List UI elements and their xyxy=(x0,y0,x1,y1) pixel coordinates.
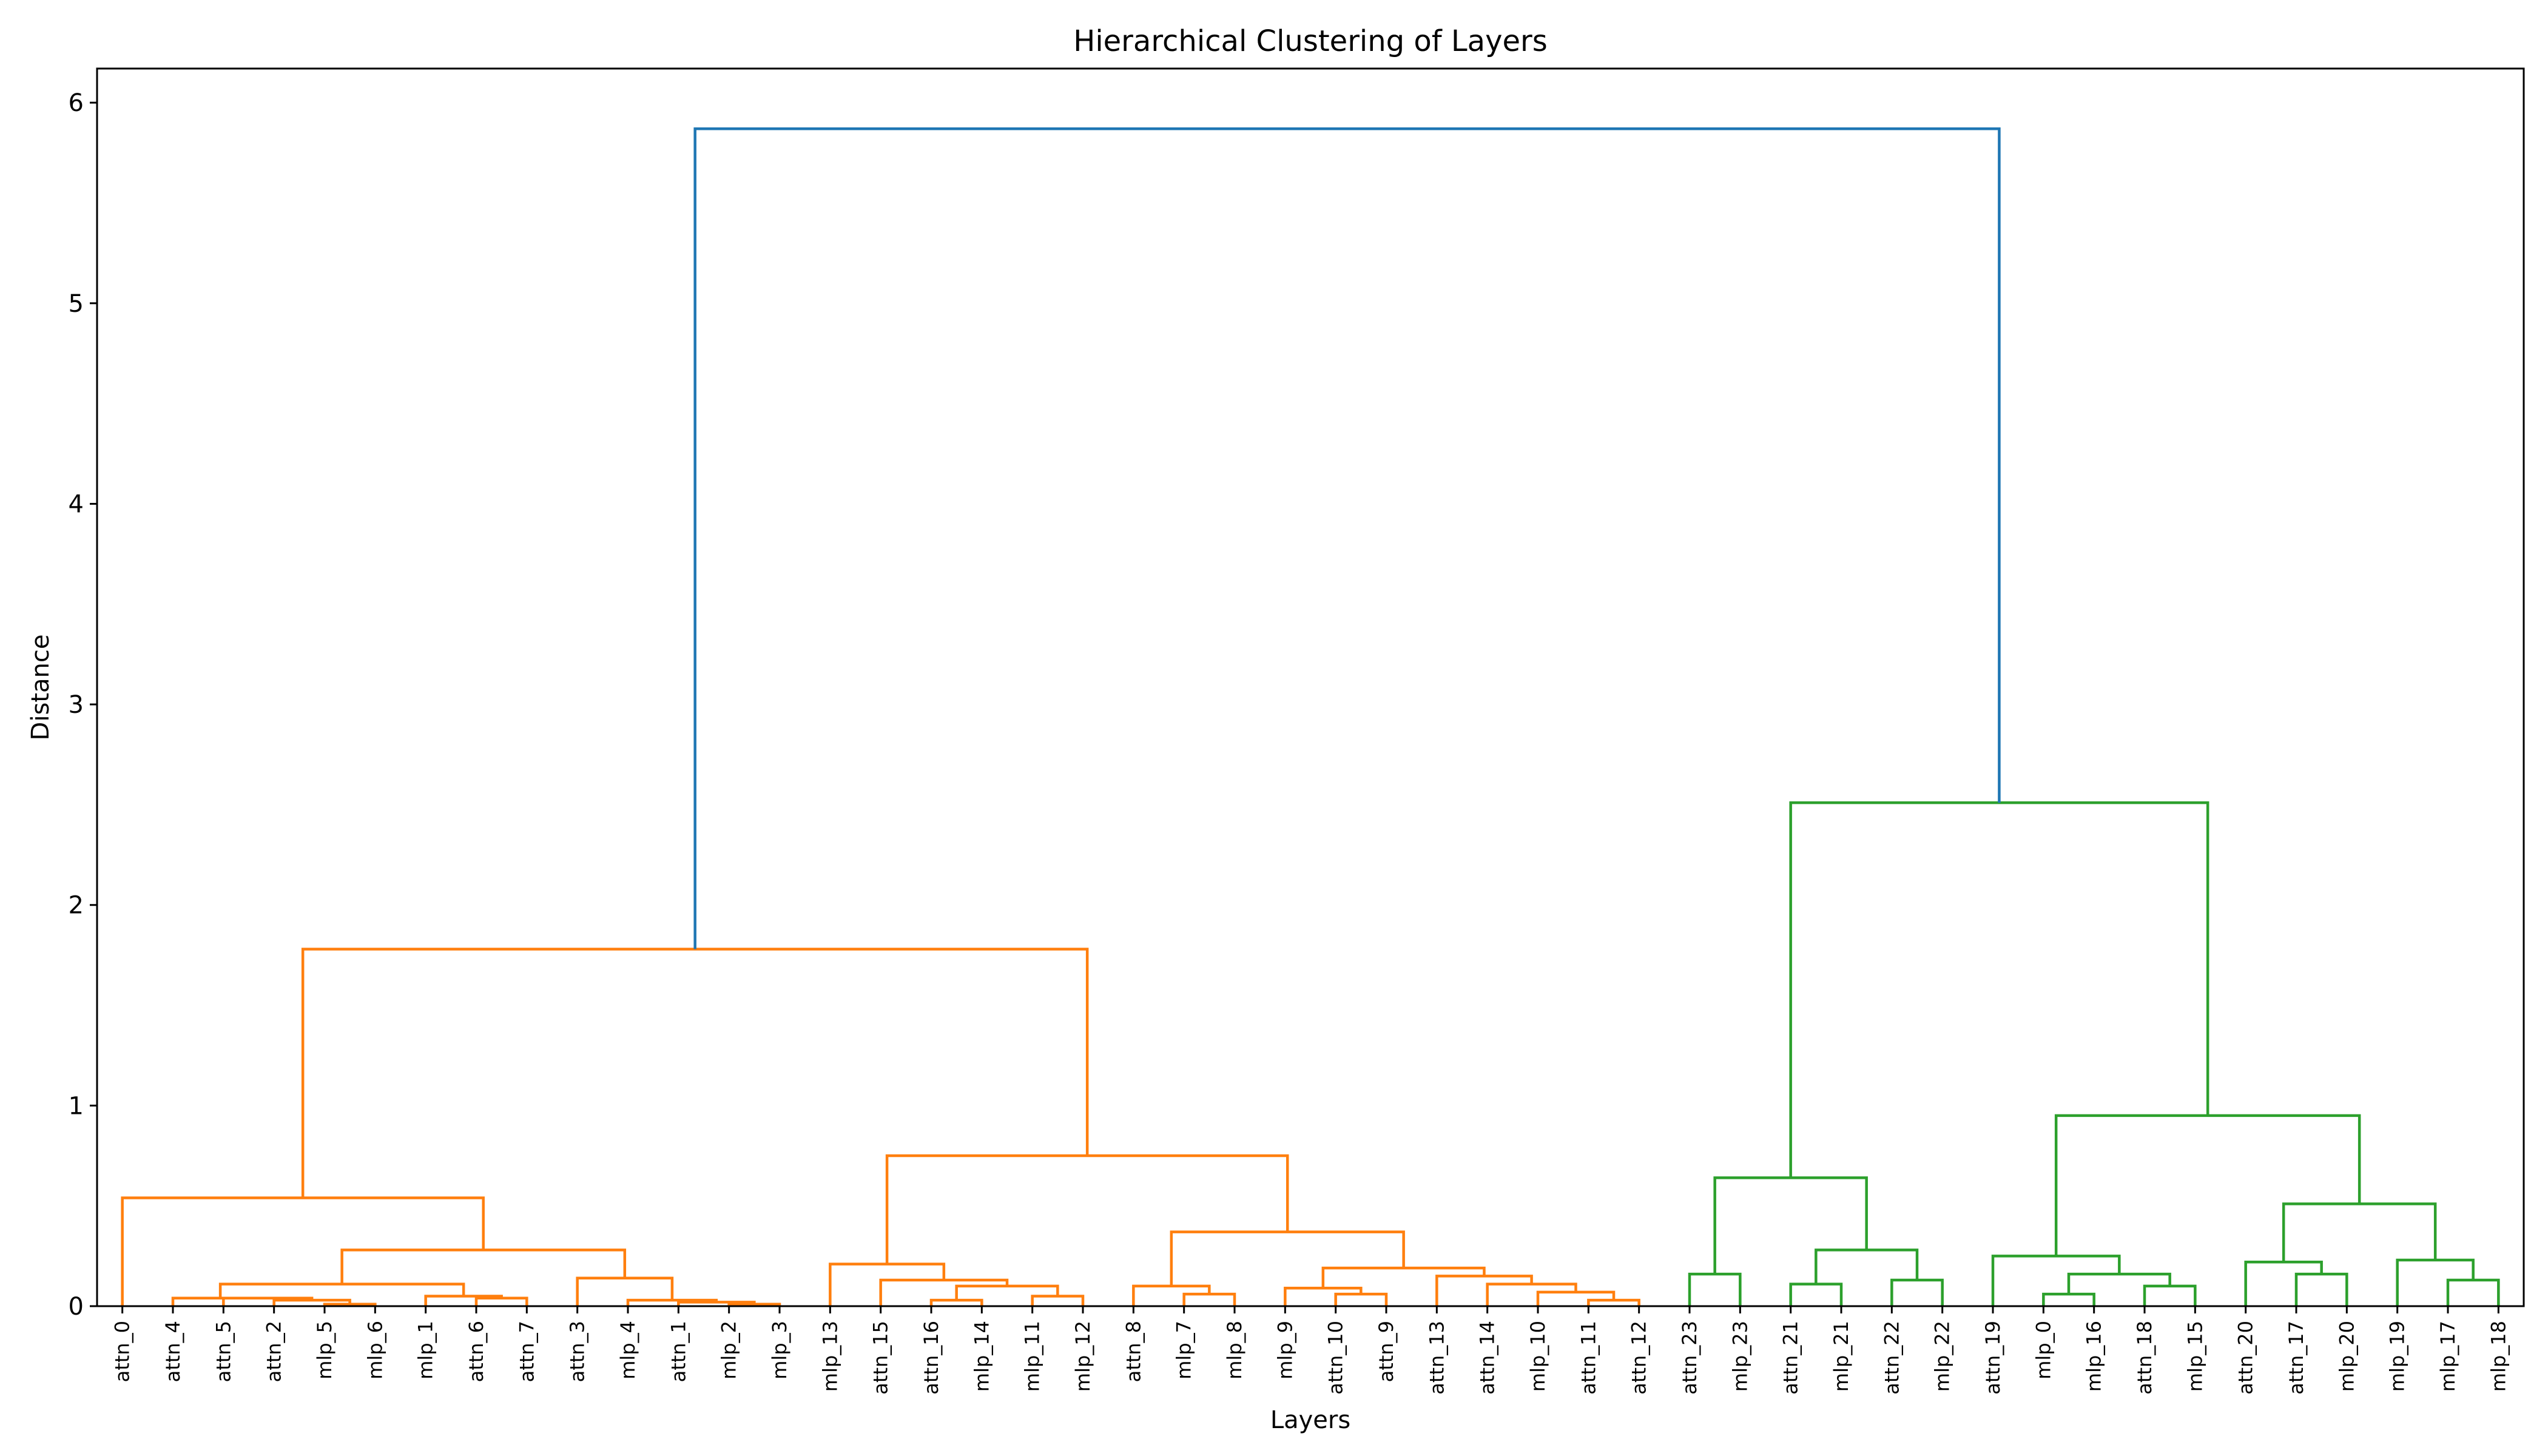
leaf-label-attn_13: attn_13 xyxy=(1425,1321,1448,1395)
dendrogram-link-12 xyxy=(121,1196,485,1306)
leaf-label-mlp_11: mlp_11 xyxy=(1021,1321,1044,1392)
leaf-label-mlp_16: mlp_16 xyxy=(2083,1321,2106,1392)
dendrogram-link-19 xyxy=(1132,1284,1211,1306)
dendrogram-link-44 xyxy=(2054,1114,2361,1256)
leaf-label-mlp_14: mlp_14 xyxy=(970,1321,993,1392)
leaf-label-mlp_10: mlp_10 xyxy=(1526,1321,1549,1392)
y-tick-label-1: 1 xyxy=(69,1092,84,1120)
y-tick-label-0: 0 xyxy=(69,1293,84,1321)
leaf-label-attn_14: attn_14 xyxy=(1476,1321,1499,1395)
leaf-label-attn_15: attn_15 xyxy=(869,1321,892,1395)
dendrogram-link-37 xyxy=(2067,1272,2171,1295)
y-tick-label-2: 2 xyxy=(69,892,84,920)
y-tick-label-3: 3 xyxy=(69,691,84,719)
y-tick-label-4: 4 xyxy=(69,490,84,518)
dendrogram-link-14 xyxy=(1031,1295,1085,1306)
leaf-label-mlp_18: mlp_18 xyxy=(2487,1321,2510,1392)
leaf-label-mlp_1: mlp_1 xyxy=(414,1321,437,1380)
dendrogram-link-23 xyxy=(1536,1290,1616,1306)
leaf-label-attn_0: attn_0 xyxy=(111,1321,134,1382)
dendrogram-link-46 xyxy=(693,127,2001,949)
x-axis: attn_0 attn_4 attn_5 attn_2 mlp_5 mlp_6 mlp_1 a… xyxy=(111,1306,2510,1395)
leaf-label-mlp_22: mlp_22 xyxy=(1931,1321,1954,1392)
dendrogram-link-43 xyxy=(2282,1202,2437,1262)
dendrogram-link-17 xyxy=(829,1262,946,1306)
leaf-label-mlp_13: mlp_13 xyxy=(818,1321,841,1392)
x-axis-label: Layers xyxy=(1270,1406,1350,1434)
leaf-label-mlp_19: mlp_19 xyxy=(2386,1321,2409,1392)
dendrogram-link-25 xyxy=(1435,1275,1533,1306)
dendrogram-link-30 xyxy=(1688,1272,1742,1306)
dendrogram-link-39 xyxy=(2294,1272,2348,1306)
leaf-label-attn_22: attn_22 xyxy=(1880,1321,1903,1395)
chart-title: Hierarchical Clustering of Layers xyxy=(1073,24,1548,58)
leaf-label-mlp_3: mlp_3 xyxy=(768,1321,791,1380)
dendrogram-links xyxy=(121,127,2500,1306)
leaf-label-mlp_0: mlp_0 xyxy=(2032,1321,2055,1380)
dendrogram-link-28 xyxy=(885,1154,1289,1264)
leaf-label-attn_20: attn_20 xyxy=(2234,1321,2257,1395)
leaf-label-attn_11: attn_11 xyxy=(1577,1321,1600,1395)
dendrogram-link-27 xyxy=(1170,1230,1405,1286)
leaf-label-attn_5: attn_5 xyxy=(212,1321,235,1382)
leaf-label-attn_6: attn_6 xyxy=(465,1321,488,1382)
leaf-label-mlp_5: mlp_5 xyxy=(313,1321,336,1380)
dendrogram-link-7 xyxy=(171,1296,268,1306)
leaf-label-attn_9: attn_9 xyxy=(1375,1321,1398,1382)
y-tick-label-6: 6 xyxy=(69,89,84,117)
leaf-label-attn_23: attn_23 xyxy=(1678,1321,1701,1395)
y-axis-label: Distance xyxy=(27,635,55,741)
leaf-label-mlp_15: mlp_15 xyxy=(2183,1321,2206,1392)
leaf-label-attn_7: attn_7 xyxy=(515,1321,538,1382)
leaf-label-attn_3: attn_3 xyxy=(566,1321,589,1382)
dendrogram-link-32 xyxy=(1890,1278,1944,1306)
leaf-label-mlp_6: mlp_6 xyxy=(363,1321,386,1380)
leaf-label-mlp_21: mlp_21 xyxy=(1830,1321,1853,1392)
leaf-label-attn_1: attn_1 xyxy=(667,1321,690,1382)
leaf-label-mlp_20: mlp_20 xyxy=(2335,1321,2358,1392)
leaf-label-attn_18: attn_18 xyxy=(2133,1321,2156,1395)
dendrogram-link-34 xyxy=(1713,1176,1868,1275)
leaf-label-mlp_2: mlp_2 xyxy=(718,1321,741,1380)
dendrogram-link-15 xyxy=(955,1284,1059,1301)
leaf-label-mlp_7: mlp_7 xyxy=(1173,1321,1196,1380)
leaf-label-attn_16: attn_16 xyxy=(920,1321,943,1395)
leaf-label-attn_4: attn_4 xyxy=(161,1321,184,1382)
leaf-label-attn_10: attn_10 xyxy=(1324,1321,1347,1395)
dendrogram-link-9 xyxy=(424,1295,503,1306)
dendrogram-link-41 xyxy=(2446,1278,2500,1306)
dendrogram-link-36 xyxy=(2143,1284,2197,1306)
leaf-label-mlp_17: mlp_17 xyxy=(2436,1321,2459,1392)
leaf-label-mlp_4: mlp_4 xyxy=(616,1321,639,1380)
y-axis: 0 1 2 3 4 5 6 xyxy=(69,89,97,1321)
leaf-label-attn_19: attn_19 xyxy=(1981,1321,2004,1395)
y-tick-label-5: 5 xyxy=(69,290,84,318)
dendrogram-link-1 xyxy=(677,1301,756,1306)
leaf-label-mlp_12: mlp_12 xyxy=(1071,1321,1094,1392)
leaf-label-mlp_8: mlp_8 xyxy=(1223,1321,1246,1380)
leaf-label-attn_21: attn_21 xyxy=(1779,1321,1802,1395)
leaf-label-attn_17: attn_17 xyxy=(2285,1321,2308,1395)
leaf-label-attn_8: attn_8 xyxy=(1122,1321,1145,1382)
leaf-label-mlp_23: mlp_23 xyxy=(1728,1321,1751,1392)
dendrogram-link-16 xyxy=(879,1278,1009,1306)
leaf-label-mlp_9: mlp_9 xyxy=(1273,1321,1296,1380)
leaf-label-attn_2: attn_2 xyxy=(263,1321,286,1382)
plot-frame xyxy=(96,67,2525,1307)
leaf-label-attn_12: attn_12 xyxy=(1628,1321,1651,1395)
